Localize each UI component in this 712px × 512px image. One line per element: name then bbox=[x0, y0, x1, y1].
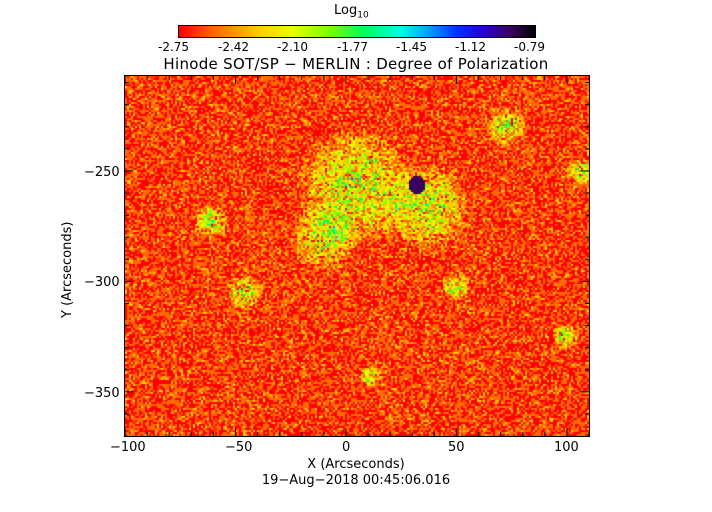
colorbar-tick: -2.75 bbox=[158, 40, 190, 54]
colorbar-tick: -1.77 bbox=[337, 40, 369, 54]
plot-axes bbox=[124, 76, 590, 436]
colorbar-tick: -1.45 bbox=[396, 40, 428, 54]
colorbar bbox=[178, 25, 536, 38]
colorbar-title: Log10 bbox=[334, 3, 369, 21]
x-tick-label: 50 bbox=[448, 440, 465, 455]
colorbar-tick: -0.79 bbox=[514, 40, 546, 54]
colorbar-tick: -2.10 bbox=[277, 40, 309, 54]
x-axis-label: X (Arcseconds) bbox=[307, 457, 405, 472]
colorbar-tick: -2.42 bbox=[218, 40, 250, 54]
colorbar-tick: -1.12 bbox=[455, 40, 487, 54]
polarization-map-image bbox=[125, 76, 589, 436]
y-tick-label: −250 bbox=[84, 165, 120, 180]
y-tick-label: −350 bbox=[84, 386, 120, 401]
y-axis-label: Y (Arcseconds) bbox=[60, 221, 75, 318]
polarization-map bbox=[124, 75, 590, 437]
plot-title: Hinode SOT/SP − MERLIN : Degree of Polar… bbox=[163, 55, 549, 73]
x-tick-label: 100 bbox=[554, 440, 579, 455]
observation-date: 19−Aug−2018 00:45:06.016 bbox=[261, 473, 451, 488]
x-tick-label: −50 bbox=[225, 440, 253, 455]
y-tick-label: −300 bbox=[84, 275, 120, 290]
x-tick-label: −100 bbox=[110, 440, 146, 455]
x-tick-label: 0 bbox=[342, 440, 351, 455]
